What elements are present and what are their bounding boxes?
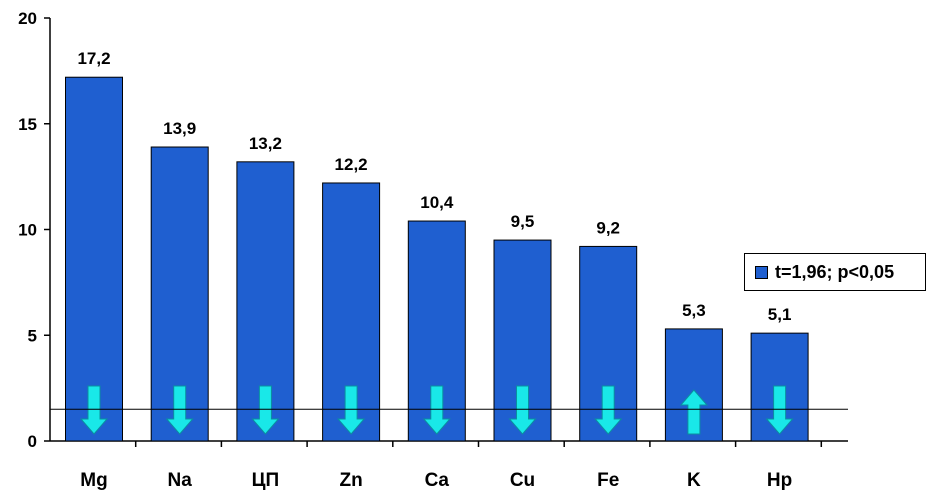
category-label: Mg bbox=[80, 470, 107, 491]
data-label: 12,2 bbox=[335, 155, 368, 174]
arrow-down-icon bbox=[422, 385, 451, 435]
data-label: 17,2 bbox=[77, 49, 110, 68]
legend: t=1,96; p<0,05 bbox=[744, 253, 926, 291]
arrow-down-icon bbox=[251, 385, 280, 435]
arrow-down-icon bbox=[508, 385, 537, 435]
data-label: 5,1 bbox=[768, 305, 792, 324]
category-label: Cu bbox=[510, 470, 535, 491]
y-tick-label: 0 bbox=[28, 432, 37, 451]
data-label: 10,4 bbox=[420, 193, 454, 212]
category-label: ЦП bbox=[252, 470, 280, 491]
category-label: Ca bbox=[425, 470, 450, 491]
data-label: 9,5 bbox=[511, 212, 535, 231]
arrow-up-icon bbox=[679, 389, 708, 435]
category-label: Na bbox=[168, 470, 193, 491]
y-tick-label: 10 bbox=[18, 221, 37, 240]
arrow-down-icon bbox=[337, 385, 366, 435]
y-tick-label: 5 bbox=[28, 326, 37, 345]
category-label: Zn bbox=[339, 470, 362, 491]
legend-swatch bbox=[755, 265, 768, 279]
arrow-down-icon bbox=[79, 385, 109, 435]
legend-label: t=1,96; p<0,05 bbox=[775, 261, 895, 282]
arrow-down-icon bbox=[765, 385, 794, 435]
arrow-down-icon bbox=[165, 385, 194, 435]
bar-Mg bbox=[65, 76, 123, 442]
data-label: 9,2 bbox=[596, 218, 620, 237]
arrow-down-icon bbox=[594, 385, 623, 435]
data-label: 5,3 bbox=[682, 301, 706, 320]
data-label: 13,2 bbox=[249, 134, 282, 153]
data-label: 13,9 bbox=[163, 119, 196, 138]
category-label: Fe bbox=[597, 470, 619, 491]
category-label: K bbox=[687, 470, 701, 491]
category-label: Hp bbox=[767, 470, 792, 491]
y-tick-label: 15 bbox=[18, 115, 37, 134]
bar-Zn bbox=[322, 182, 381, 442]
y-tick-label: 20 bbox=[18, 9, 37, 28]
